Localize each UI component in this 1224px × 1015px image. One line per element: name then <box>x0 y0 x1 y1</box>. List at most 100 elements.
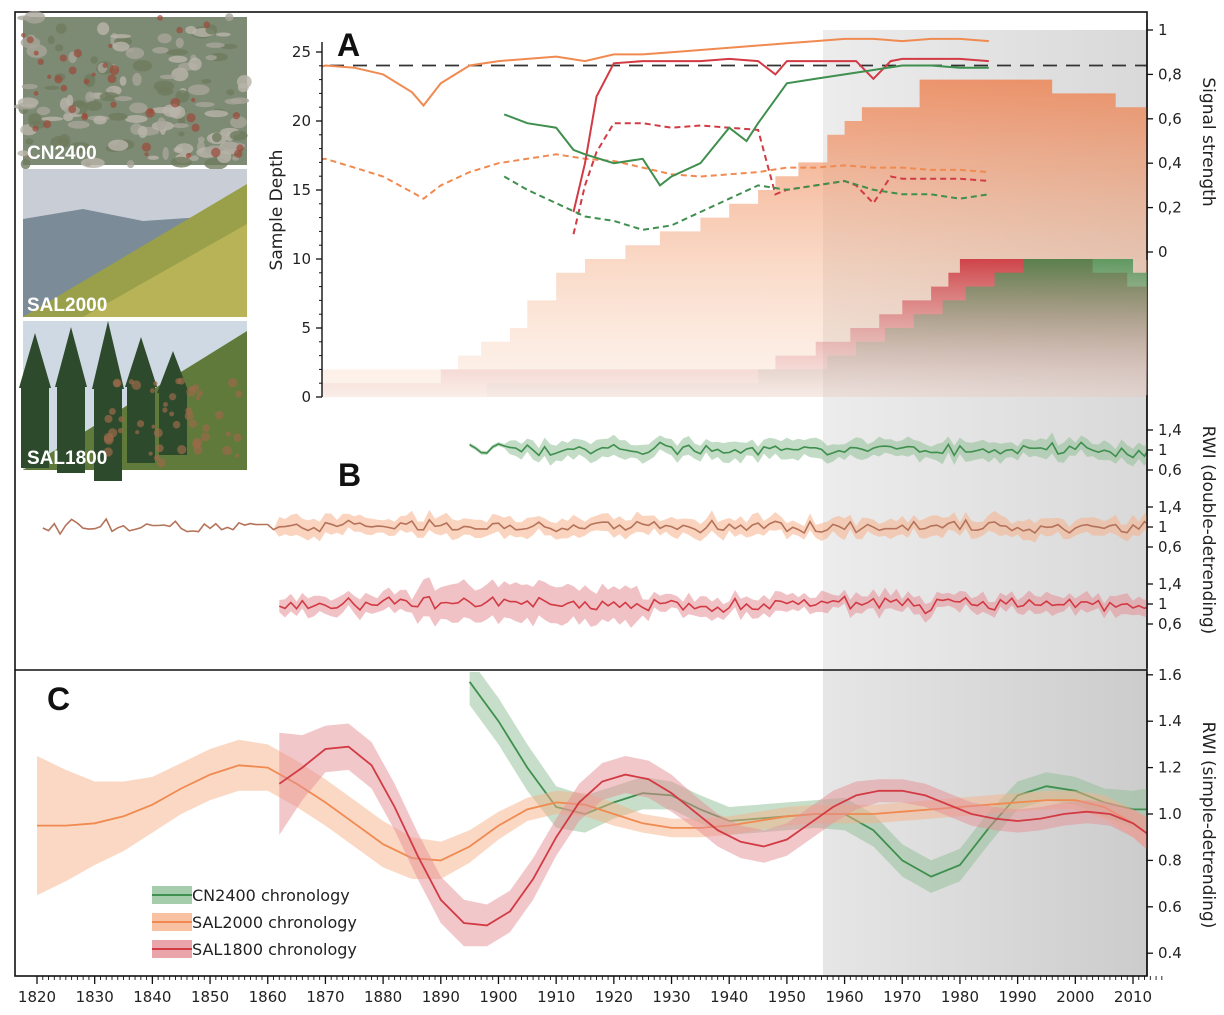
depth-tick-label: 5 <box>301 319 311 337</box>
photo-shrub <box>141 142 151 152</box>
panel-b-letter: B <box>338 457 361 493</box>
photo-shrub <box>103 447 113 457</box>
legend-label-sal1800: SAL1800 chronology <box>192 940 357 959</box>
photo-shrub <box>151 424 156 429</box>
photo-spruce <box>55 327 87 387</box>
photo-shrub <box>172 420 181 429</box>
photo-rock <box>171 123 189 129</box>
photo-rock <box>175 89 190 103</box>
photo-rock <box>129 102 148 114</box>
photo-rock <box>55 23 67 34</box>
photo-spruce-base <box>21 386 49 468</box>
signal-strength-lines <box>322 37 989 235</box>
photo-rock <box>159 74 177 80</box>
photo-spruce <box>125 337 157 387</box>
photo-shrub <box>191 384 200 392</box>
photo-rock <box>41 116 64 121</box>
photo-rock <box>216 150 232 164</box>
panel-c-tick-label: 0.6 <box>1158 898 1182 916</box>
photo-rock <box>138 125 148 138</box>
panel-b-axes: 1,4 1 0,6 1,4 1 0,6 1,4 1 0,6 <box>1146 395 1182 668</box>
photo-rock <box>205 42 225 48</box>
signal-sal1800-solid <box>572 57 989 213</box>
photo-label-cn2400: CN2400 <box>27 143 97 164</box>
photo-shrub <box>118 416 125 423</box>
signal-sal2000-solid <box>322 37 989 108</box>
photo-shrub <box>91 72 96 77</box>
x-tick-label: 1960 <box>825 988 863 1006</box>
photo-spruce-base <box>159 391 187 455</box>
panel-b-tick-label: 1 <box>1158 518 1168 536</box>
photo-shrub <box>108 428 118 438</box>
photo-label-sal2000: SAL2000 <box>27 295 107 316</box>
x-tick-label: 1890 <box>422 988 460 1006</box>
rwi-line-sal2000 <box>42 517 1147 536</box>
photo-label-sal1800: SAL1800 <box>27 448 107 469</box>
x-tick-label: 1840 <box>133 988 171 1006</box>
photo-shrub <box>163 401 168 407</box>
photo-shrub <box>37 58 44 66</box>
photo-shrub <box>54 75 63 84</box>
photo-shrub <box>148 451 153 456</box>
photo-cn2400: CN2400 <box>13 10 252 170</box>
photo-shrub <box>33 90 39 96</box>
photo-rock <box>157 87 174 96</box>
photo-rock <box>170 156 192 168</box>
photo-rock <box>211 132 222 143</box>
photo-shrub <box>68 105 77 114</box>
panel-c-tick-label: 1.4 <box>1158 712 1182 730</box>
sample-depth-areas <box>322 79 1147 397</box>
panel-a-letter: A <box>337 27 360 63</box>
photo-shrub <box>211 147 221 158</box>
x-tick-label: 2000 <box>1056 988 1094 1006</box>
depth-tick-label: 15 <box>292 181 311 199</box>
photo-rock <box>93 115 107 125</box>
photo-shrub <box>236 144 244 152</box>
photo-rock <box>132 59 153 72</box>
photo-rock <box>25 138 34 145</box>
photo-rock <box>110 34 132 39</box>
photo-shrub <box>59 54 68 62</box>
rwi-double-detrending <box>42 432 1147 628</box>
photo-shrub <box>200 432 210 442</box>
photo-shrub <box>108 408 116 415</box>
photo-shrub <box>203 21 211 29</box>
photo-rock <box>107 112 128 121</box>
panel-b-tick-label: 0,6 <box>1158 461 1182 479</box>
photo-rock <box>237 82 249 93</box>
photo-rock <box>63 112 74 122</box>
photo-rock <box>132 72 142 86</box>
photo-shrub <box>149 388 155 394</box>
photo-rock <box>68 142 91 153</box>
photo-rock <box>229 130 248 141</box>
site-photos: CN2400 SAL2000 SAL1800 <box>13 10 252 481</box>
panel-b-tick-label: 1,4 <box>1158 575 1182 593</box>
panel-b-tick-label: 1,4 <box>1158 498 1182 516</box>
x-tick-label: 1850 <box>191 988 229 1006</box>
photo-rock <box>195 101 215 108</box>
photo-shrub <box>33 50 39 56</box>
signal-tick-label: 0,6 <box>1158 110 1182 128</box>
x-tick-label: 1940 <box>710 988 748 1006</box>
photo-shrub <box>83 78 90 85</box>
photo-rock <box>67 120 90 129</box>
panel-c-tick-label: 0.8 <box>1158 851 1182 869</box>
photo-rock <box>112 41 130 52</box>
panel-b-tick-label: 0,6 <box>1158 615 1182 633</box>
photo-shrub <box>43 120 52 129</box>
photo-rock <box>21 83 38 90</box>
photo-rock <box>24 10 46 24</box>
photo-shrub <box>109 65 120 75</box>
photo-grass <box>83 224 247 317</box>
photo-shrub <box>196 390 203 397</box>
depth-tick-label: 20 <box>292 112 311 130</box>
panel-b-axis-label: RWI (double-detrending) <box>1198 426 1218 635</box>
photo-rock <box>197 136 205 143</box>
photo-shrub <box>177 377 185 385</box>
photo-shrub <box>185 407 193 415</box>
chronology-line-sal1800 <box>278 745 1147 927</box>
photo-rock <box>187 84 210 96</box>
x-tick-label: 1930 <box>652 988 690 1006</box>
photo-shrub <box>191 97 196 103</box>
